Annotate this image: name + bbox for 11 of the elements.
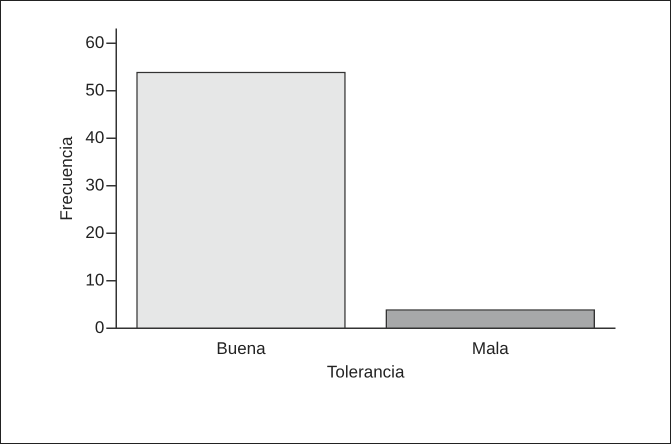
y-tick-label: 50 — [85, 80, 104, 100]
x-tick-label: Buena — [216, 339, 266, 358]
y-tick-label: 20 — [85, 222, 104, 242]
y-tick-label: 0 — [94, 318, 104, 337]
y-tick-label: 40 — [85, 128, 104, 147]
y-tick-label: 10 — [85, 270, 104, 290]
x-axis-title: Tolerancia — [326, 362, 405, 382]
x-tick-label: Mala — [472, 339, 510, 358]
y-tick-label: 60 — [85, 32, 104, 52]
y-tick-label: 30 — [85, 175, 104, 194]
y-axis-title: Frecuencia — [56, 136, 76, 221]
